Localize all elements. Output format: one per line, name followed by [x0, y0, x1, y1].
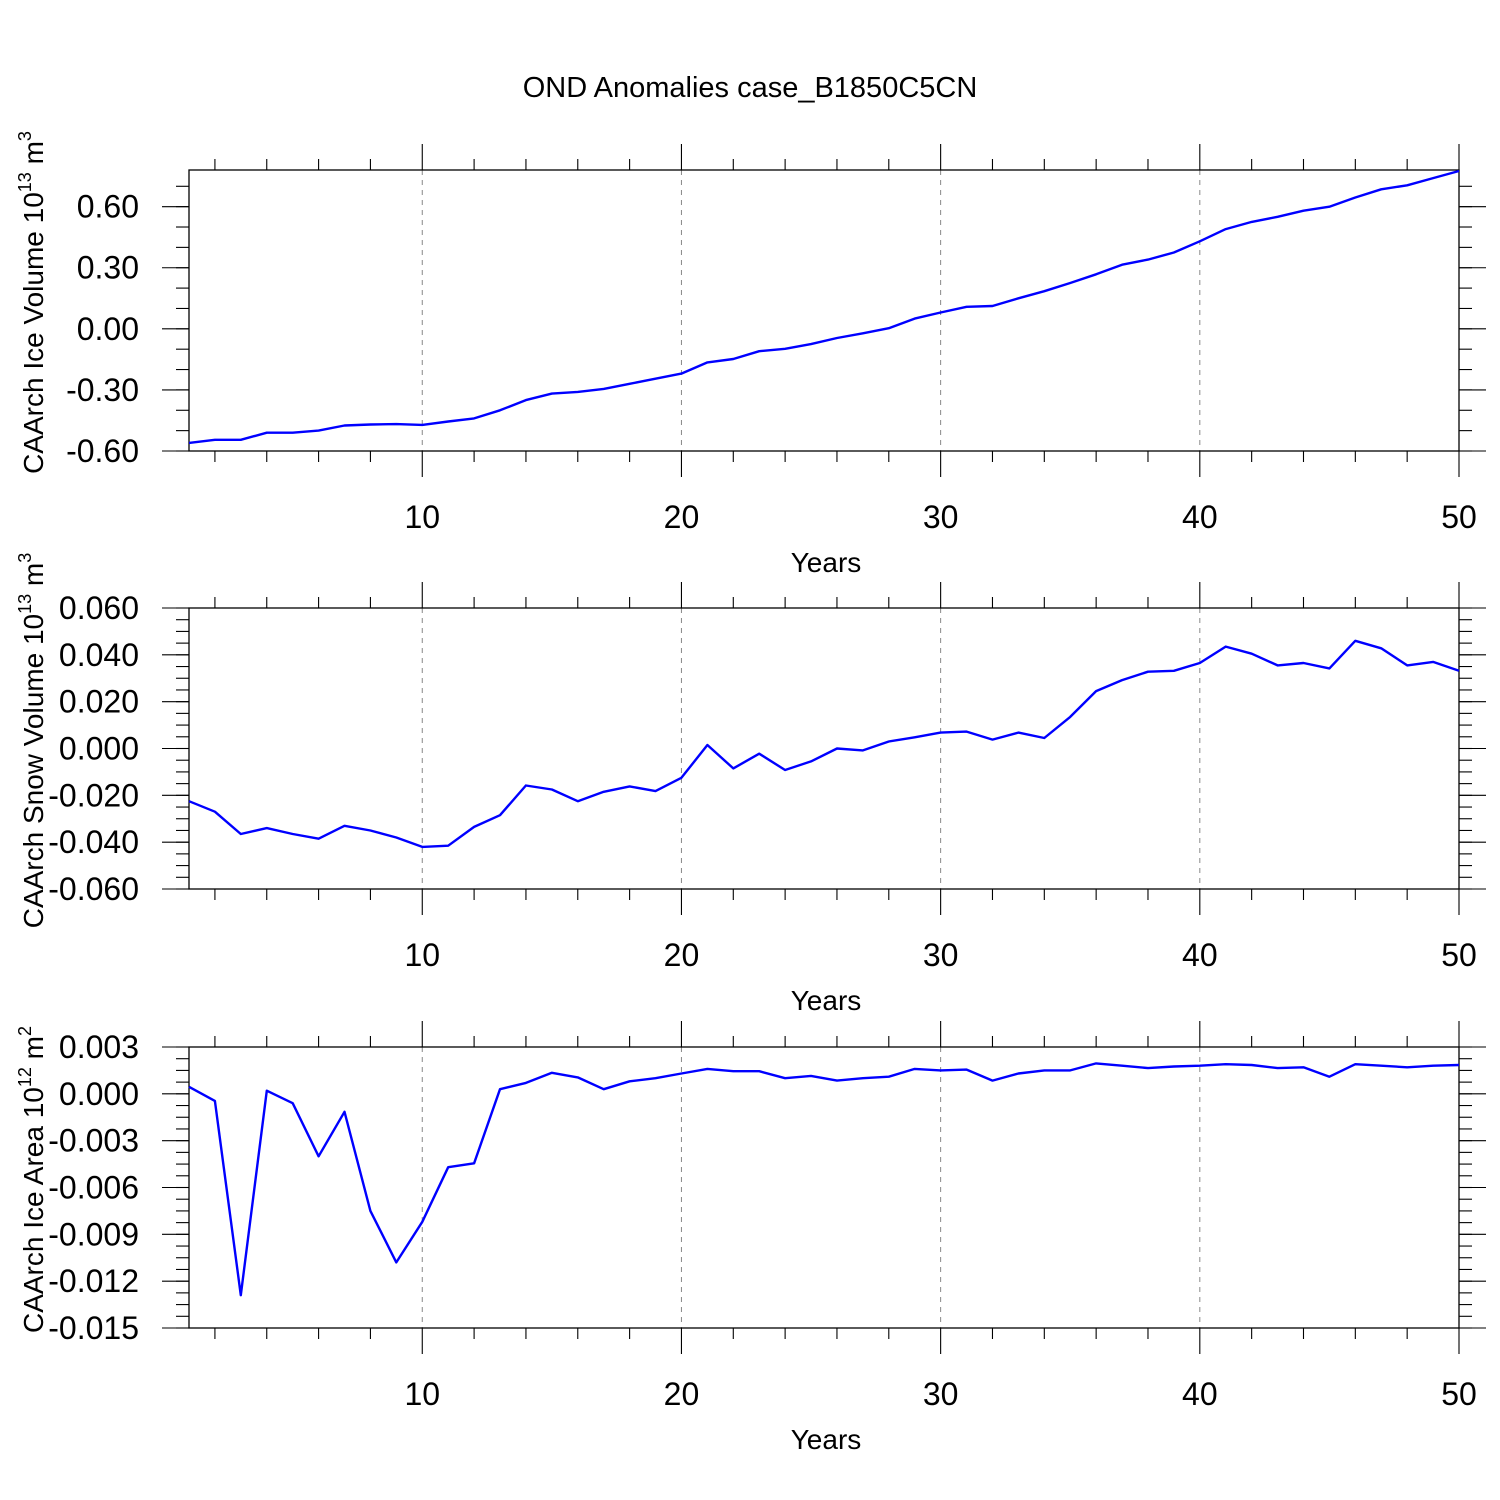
- x-tick-label: 20: [664, 499, 700, 535]
- y-tick-label: 0.003: [59, 1029, 139, 1065]
- series-line-2: [188, 639, 1460, 849]
- y-tick-label: -0.003: [48, 1123, 139, 1159]
- y-tick-label: 0.040: [59, 637, 139, 673]
- y-tick-label: 0.000: [59, 1076, 139, 1112]
- x-tick-label: 10: [404, 937, 440, 973]
- x-tick-label: 10: [404, 1376, 440, 1412]
- panel-2: 10 20 30 40 50 -0.060 -0.040 -0.020 0.000 0.020 0.…: [15, 553, 1486, 1016]
- x-tick-label: 50: [1441, 499, 1477, 535]
- y-tick-label: -0.020: [48, 777, 139, 813]
- y-tick-label: 0.060: [59, 590, 139, 626]
- x-axis-title: Years: [791, 547, 862, 578]
- chart-panels: 10 20 30 40 50 -0.60 -0.30 0.00 0.30 0.60 Years CAA…: [15, 131, 1486, 1455]
- x-tick-label: 40: [1182, 1376, 1218, 1412]
- y-tick-label: 0.020: [59, 684, 139, 720]
- x-axis-title: Years: [791, 985, 862, 1016]
- x-tick-label: 50: [1441, 937, 1477, 973]
- x-tick-label: 30: [923, 937, 959, 973]
- y-tick-label: 0.30: [77, 250, 139, 286]
- plot-frame: [188, 1046, 1460, 1329]
- y-tick-label: 0.000: [59, 731, 139, 767]
- panel-1: 10 20 30 40 50 -0.60 -0.30 0.00 0.30 0.60 Years CAA…: [15, 131, 1486, 578]
- plot-frame: [188, 169, 1460, 452]
- x-tick-label: 50: [1441, 1376, 1477, 1412]
- y-tick-label: 0.60: [77, 189, 139, 225]
- series-line-3: [188, 1062, 1460, 1297]
- panel-3: 10 20 30 40 50 -0.015 -0.012 -0.009 -0.006 -0.003…: [15, 1021, 1486, 1455]
- x-tick-label: 40: [1182, 937, 1218, 973]
- x-tick-label: 10: [404, 499, 440, 535]
- y-tick-label: -0.30: [66, 372, 139, 408]
- y-axis-title: CAArch Ice Area 1012 m2: [15, 1026, 49, 1333]
- x-tick-label: 30: [923, 499, 959, 535]
- series-line-1: [188, 169, 1460, 445]
- y-axis-title: CAArch Snow Volume 1013 m3: [15, 553, 49, 929]
- x-tick-label: 20: [664, 937, 700, 973]
- y-tick-label: -0.006: [48, 1170, 139, 1206]
- x-tick-label: 20: [664, 1376, 700, 1412]
- x-tick-label: 40: [1182, 499, 1218, 535]
- y-axis-title: CAArch Ice Volume 1013 m3: [15, 131, 49, 474]
- y-tick-label: -0.009: [48, 1216, 139, 1252]
- plot-frame: [188, 607, 1460, 890]
- y-tick-label: -0.040: [48, 824, 139, 860]
- y-tick-label: 0.00: [77, 311, 139, 347]
- x-axis-title: Years: [791, 1424, 862, 1455]
- x-tick-label: 30: [923, 1376, 959, 1412]
- y-tick-label: -0.060: [48, 871, 139, 907]
- y-tick-label: -0.60: [66, 433, 139, 469]
- y-tick-label: -0.012: [48, 1263, 139, 1299]
- chart-title: OND Anomalies case_B1850C5CN: [523, 72, 978, 104]
- y-tick-label: -0.015: [48, 1310, 139, 1346]
